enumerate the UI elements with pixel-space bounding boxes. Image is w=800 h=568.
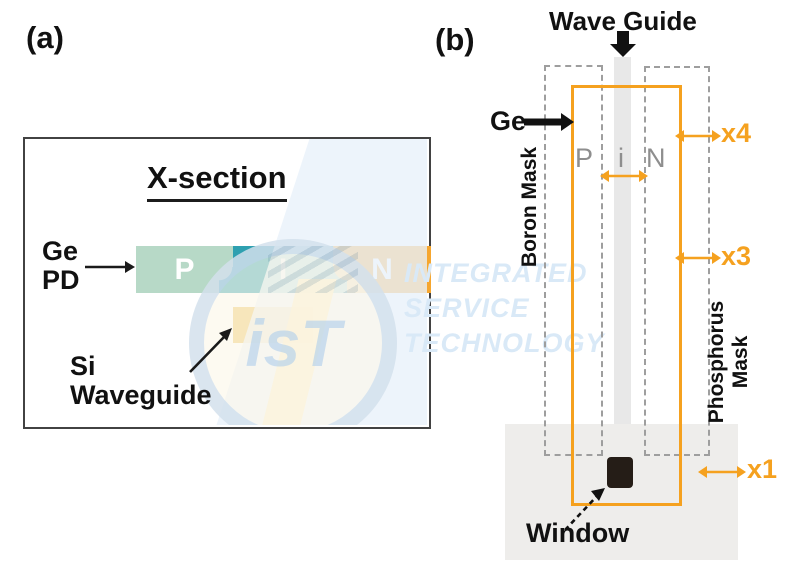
- si-waveguide-rect: [233, 307, 313, 343]
- x3-dimension-label: x3: [721, 241, 752, 271]
- mask-n-label: N: [646, 143, 666, 173]
- si-waveguide-arrow-icon: [189, 328, 232, 373]
- i-region-right-flare: [333, 267, 347, 293]
- contact-pad: [505, 424, 738, 560]
- phosphorus-mask-outline: [644, 66, 710, 456]
- i-region-left-flare: [219, 267, 233, 293]
- x1-dimension-arrow-icon: [698, 466, 746, 478]
- waveguide-down-arrow-icon: [610, 31, 636, 57]
- window-rect: [607, 457, 633, 488]
- i-region: I: [233, 246, 333, 293]
- ge-pd-label: Ge PD: [42, 236, 80, 296]
- n-region: N: [333, 246, 431, 293]
- phosphorus-mask-label: Phosphorus Mask: [705, 300, 752, 424]
- ge-arrow-icon: [524, 113, 574, 131]
- x4-dimension-label: x4: [721, 118, 752, 148]
- panel-b-label: (b): [435, 22, 475, 57]
- window-arrow-icon: [564, 488, 605, 531]
- x4-dimension-arrow-icon: [675, 130, 721, 142]
- p-region-label: P: [174, 252, 195, 286]
- panel-a-label: (a): [26, 20, 64, 55]
- x1-dimension-label: x1: [747, 454, 778, 484]
- cross-section-title: X-section: [147, 160, 287, 202]
- mask-p-label: P: [575, 143, 594, 173]
- ge-label: Ge: [490, 106, 527, 136]
- n-region-label: N: [371, 252, 393, 286]
- window-label: Window: [526, 518, 630, 548]
- i-region-label: I: [278, 252, 288, 286]
- ge-pd-arrow-icon: [85, 261, 135, 273]
- si-waveguide-label: Si Waveguide: [70, 351, 212, 411]
- mask-i-label: i: [618, 143, 624, 173]
- i-width-arrow-icon: [600, 170, 648, 182]
- boron-mask-label: Boron Mask: [518, 146, 541, 268]
- ge-region-outline: [571, 85, 682, 506]
- pin-bar: P I N: [136, 246, 431, 293]
- x3-dimension-arrow-icon: [675, 252, 721, 264]
- waveguide-strip: [614, 57, 631, 424]
